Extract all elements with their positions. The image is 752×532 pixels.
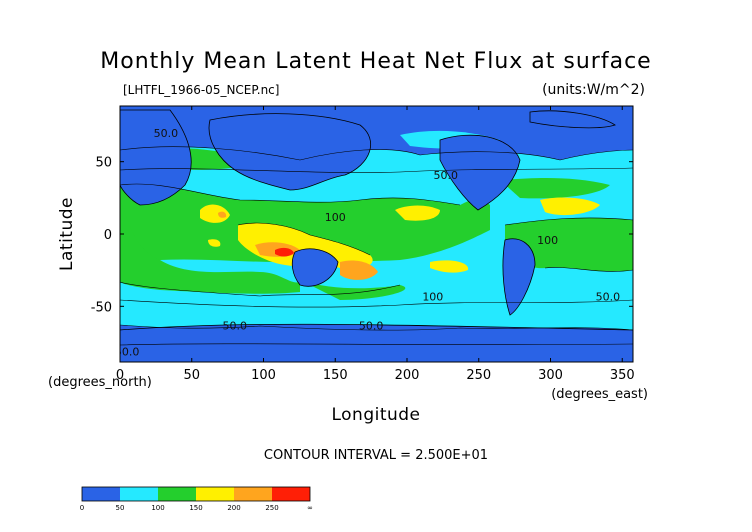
colorbar-swatch — [158, 487, 196, 501]
colorbar-swatch — [234, 487, 272, 501]
x-axis-title: Longitude — [331, 405, 420, 425]
land-masses — [120, 109, 633, 362]
max-regions — [275, 247, 294, 257]
x-axis-ticks: 0 50 100 150 200 250 300 350 — [116, 106, 635, 383]
y-tick-label: 50 — [95, 156, 112, 171]
file-label: [LHTFL_1966-05_NCEP.nc] — [123, 83, 279, 97]
x-tick-label: 250 — [466, 368, 491, 383]
flux-map: 50.0 50.0 100 100 100 50.0 50.0 50.0 50.0 — [115, 106, 633, 362]
x-tick-label: 100 — [251, 368, 276, 383]
north-america — [439, 134, 521, 211]
contour-lines — [120, 146, 633, 346]
contour-label: 50.0 — [115, 345, 140, 358]
x-unit-label: (degrees_east) — [551, 387, 648, 402]
contour-label: 100 — [325, 211, 346, 224]
x-tick-label: 0 — [116, 368, 124, 383]
antarctica — [120, 323, 633, 362]
high-regions — [200, 197, 600, 273]
colorbar-label: 100 — [151, 504, 164, 512]
colorbar-label: ∞ — [307, 504, 313, 512]
south-america — [502, 238, 536, 316]
y-tick-label: -50 — [91, 300, 112, 315]
colorbar-label: 50 — [116, 504, 125, 512]
x-tick-label: 300 — [538, 368, 563, 383]
colorbar-swatch — [82, 487, 120, 501]
colorbar-label: 200 — [227, 504, 240, 512]
australia — [291, 248, 339, 287]
greenland — [529, 110, 616, 129]
contour-interval-note: CONTOUR INTERVAL = 2.500E+01 — [264, 448, 488, 463]
chart-title: Monthly Mean Latent Heat Net Flux at sur… — [100, 49, 651, 74]
contour-label: 50.0 — [223, 319, 248, 332]
contour-labels: 50.0 50.0 100 100 100 50.0 50.0 50.0 50.0 — [115, 127, 621, 358]
contour-label: 50.0 — [359, 319, 384, 332]
colorbar-label: 250 — [265, 504, 278, 512]
colorbar-swatch — [120, 487, 158, 501]
y-axis-title: Latitude — [57, 197, 77, 271]
x-tick-label: 200 — [395, 368, 420, 383]
colorbar-label: 0 — [80, 504, 84, 512]
x-tick-label: 50 — [183, 368, 200, 383]
x-tick-label: 150 — [323, 368, 348, 383]
units-label: (units:W/m^2) — [542, 82, 645, 98]
colorbar-frame — [81, 486, 311, 502]
contour-label: 100 — [537, 234, 558, 247]
africa-eurasia-west — [120, 109, 192, 206]
contour-label: 50.0 — [154, 127, 179, 140]
y-unit-label: (degrees_north) — [48, 375, 152, 390]
y-tick-label: 0 — [104, 228, 112, 243]
colorbar: 0 50 100 150 200 250 ∞ — [80, 486, 313, 512]
colorbar-swatch — [196, 487, 234, 501]
x-tick-label: 350 — [610, 368, 635, 383]
contour-label: 50.0 — [433, 169, 458, 182]
contour-label: 100 — [422, 291, 443, 304]
colorbar-label: 150 — [189, 504, 202, 512]
colorbar-swatch — [272, 487, 310, 501]
contour-label: 50.0 — [596, 291, 621, 304]
y-axis-ticks: -50 0 50 — [91, 156, 633, 315]
